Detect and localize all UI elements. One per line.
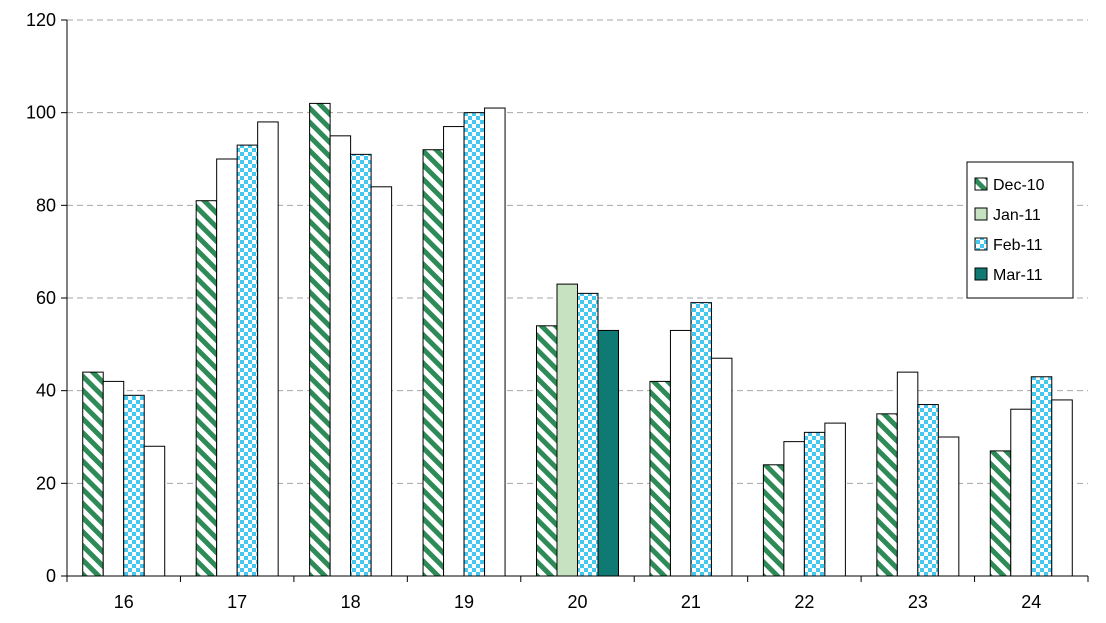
legend-swatch-feb-11	[974, 237, 988, 251]
legend-swatch-mar-11	[974, 267, 988, 281]
bar-feb-11-21	[690, 302, 712, 577]
y-tick-label: 0	[46, 566, 56, 586]
bar-jan-11-18	[329, 135, 352, 577]
legend-swatch-jan-11	[974, 207, 988, 221]
bar-mar-11-20	[597, 329, 619, 577]
bar-feb-11-20	[577, 292, 599, 577]
bar-mar-11-24	[1051, 399, 1073, 577]
bar-jan-11-22	[783, 441, 805, 577]
tick-labels: 0 20 40 60 80 100 120 16 17 18 19 20 21 22 23 24	[26, 10, 1041, 612]
bar-mar-11-17	[257, 121, 279, 577]
legend-label: Dec-10	[993, 177, 1045, 194]
y-tick-label: 80	[36, 195, 56, 215]
bar-feb-11-23	[917, 404, 939, 577]
legend-label: Feb-11	[993, 237, 1043, 254]
bar-feb-11-16	[123, 394, 145, 577]
bar-jan-11-24	[1010, 408, 1032, 577]
bar-mar-11-21	[710, 357, 733, 577]
bar-mar-11-22	[824, 422, 846, 577]
y-tick-label: 60	[36, 288, 56, 308]
bar-jan-11-17	[216, 158, 238, 577]
bar-dec-10-18	[309, 102, 331, 577]
x-tick-label: 17	[227, 592, 247, 612]
x-tick-label: 23	[908, 592, 928, 612]
x-tick-label: 19	[454, 592, 474, 612]
bar-dec-10-22	[762, 464, 785, 577]
bar-jan-11-19	[443, 126, 465, 577]
bar-dec-10-24	[989, 450, 1012, 577]
bar-feb-11-17	[236, 144, 259, 577]
x-tick-label: 16	[114, 592, 134, 612]
legend-label: Jan-11	[993, 207, 1041, 224]
bar-dec-10-20	[536, 325, 558, 577]
bar-mar-11-18	[370, 186, 393, 577]
bar-feb-11-24	[1030, 376, 1053, 577]
bar-jan-11-16	[102, 380, 125, 577]
bar-mar-11-23	[937, 436, 960, 577]
legend-label: Mar-11	[993, 267, 1043, 284]
legend-swatch-dec-10	[974, 177, 988, 191]
bars	[82, 102, 1073, 577]
x-tick-label: 20	[567, 592, 587, 612]
x-tick-label: 24	[1021, 592, 1041, 612]
bar-feb-11-19	[463, 112, 486, 577]
bar-feb-11-18	[350, 153, 372, 577]
y-tick-label: 120	[26, 10, 56, 30]
bar-jan-11-20	[556, 283, 578, 577]
bar-dec-10-19	[422, 149, 445, 577]
bar-jan-11-21	[669, 329, 692, 577]
bar-feb-11-22	[803, 431, 826, 577]
y-tick-label: 100	[26, 103, 56, 123]
bar-dec-10-21	[649, 380, 671, 577]
legend: Dec-10 Jan-11 Feb-11 Mar-11	[966, 161, 1074, 299]
bar-mar-11-16	[143, 445, 166, 577]
bar-jan-11-23	[896, 371, 919, 577]
axes	[61, 19, 1089, 582]
x-tick-label: 18	[341, 592, 361, 612]
x-tick-label: 22	[794, 592, 814, 612]
bar-dec-10-17	[195, 200, 218, 577]
y-tick-label: 40	[36, 381, 56, 401]
bar-mar-11-19	[484, 107, 506, 577]
y-tick-label: 20	[36, 473, 56, 493]
x-tick-label: 21	[681, 592, 701, 612]
bar-dec-10-23	[876, 413, 898, 577]
bar-dec-10-16	[82, 371, 104, 577]
